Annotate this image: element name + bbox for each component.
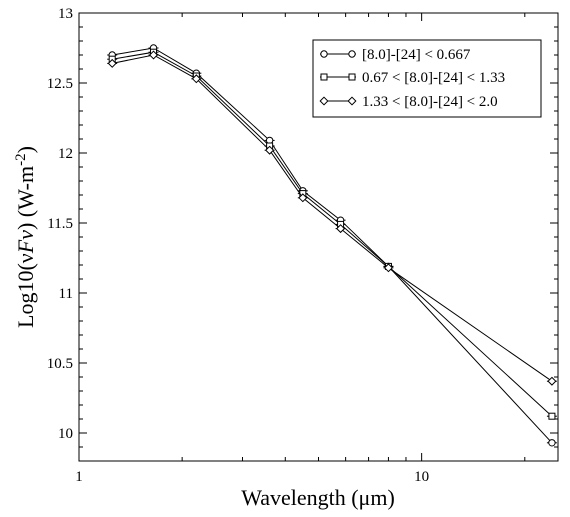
- data-point: [298, 193, 308, 203]
- legend-marker-left: [320, 50, 328, 58]
- legend-marker-right: [347, 96, 357, 106]
- data-point: [149, 50, 159, 60]
- x-tick-label: 1: [75, 469, 83, 485]
- data-point: [547, 376, 557, 386]
- y-tick-label: 12.5: [47, 76, 73, 92]
- x-axis-title: Wavelength (μm): [241, 485, 395, 510]
- series-line: [112, 54, 553, 382]
- x-tick-label: 10: [414, 469, 429, 485]
- data-point: [548, 439, 556, 447]
- series-line: [112, 47, 553, 444]
- legend-marker-left: [320, 73, 328, 81]
- data-point: [548, 412, 556, 420]
- series-line: [112, 51, 553, 417]
- data-point: [336, 224, 346, 234]
- legend-items: [8.0]-[24] < 0.667 0.67 < [8.0]-[24] < 1.…: [319, 47, 505, 110]
- legend-marker-left: [319, 96, 329, 106]
- legend-label: [8.0]-[24] < 0.667: [362, 47, 471, 63]
- legend-marker-right: [348, 73, 356, 81]
- legend-marker-right: [348, 50, 356, 58]
- legend: [8.0]-[24] < 0.667 0.67 < [8.0]-[24] < 1.…: [312, 39, 542, 118]
- y-tick-label: 13: [58, 6, 73, 22]
- data-point: [191, 74, 201, 84]
- legend-label: 1.33 < [8.0]-[24] < 2.0: [362, 94, 498, 110]
- y-tick-label: 10.5: [47, 356, 73, 372]
- legend-label: 0.67 < [8.0]-[24] < 1.33: [362, 70, 505, 86]
- data-point: [107, 58, 117, 68]
- ticks-layer: 10 10.5 11 11.5 12 12.5 13 1 10: [47, 6, 558, 485]
- y-tick-label: 11: [59, 286, 73, 302]
- legend-item: 0.67 < [8.0]-[24] < 1.33: [320, 70, 505, 86]
- legend-item: 1.33 < [8.0]-[24] < 2.0: [319, 94, 498, 110]
- data-point: [265, 145, 275, 155]
- series-diamond: [107, 50, 557, 386]
- y-tick-label: 12: [58, 146, 73, 162]
- legend-item: [8.0]-[24] < 0.667: [320, 47, 471, 63]
- data-point: [383, 263, 393, 273]
- y-tick-label: 10: [58, 426, 73, 442]
- series-layer: [107, 44, 557, 447]
- y-axis-title: Log10(νFν) (W-m-2): [13, 146, 38, 328]
- y-tick-label: 11.5: [47, 216, 73, 232]
